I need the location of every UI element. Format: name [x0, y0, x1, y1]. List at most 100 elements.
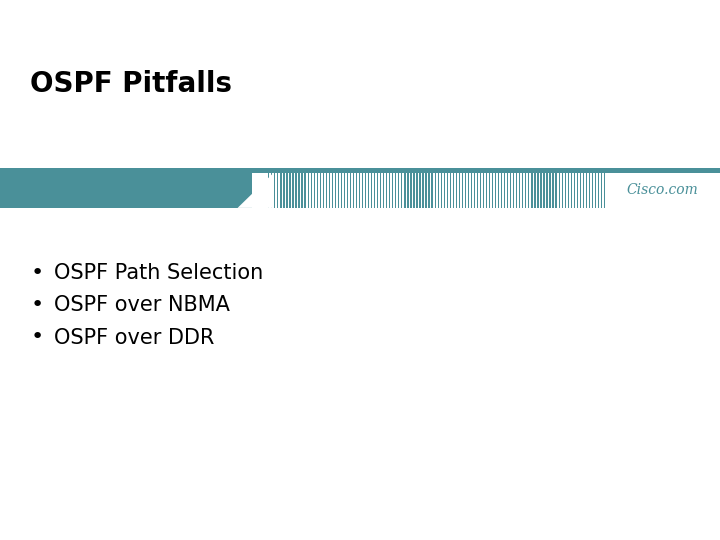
Bar [412, 173, 413, 208]
Bar [572, 173, 574, 208]
Bar [405, 173, 408, 208]
Bar [369, 173, 371, 208]
Bar [348, 173, 350, 208]
Text: OSPF Path Selection: OSPF Path Selection [54, 262, 264, 283]
Bar [460, 173, 462, 208]
Bar [397, 173, 398, 208]
Bar [384, 173, 386, 208]
Bar [438, 173, 441, 208]
Bar [466, 173, 468, 208]
Bar [279, 173, 280, 208]
Bar [578, 173, 580, 208]
Bar [484, 173, 486, 208]
Bar [330, 173, 332, 208]
Bar [566, 173, 567, 208]
Bar [581, 173, 582, 208]
Bar [536, 173, 537, 208]
Bar [324, 173, 325, 208]
Bar [433, 173, 434, 208]
Text: OSPF over NBMA: OSPF over NBMA [54, 295, 230, 315]
Bar [503, 173, 504, 208]
Bar [402, 173, 404, 208]
Bar [451, 173, 453, 208]
Bar [514, 173, 516, 208]
Bar [294, 173, 295, 208]
Bar [354, 173, 356, 208]
Bar [0, 173, 252, 208]
Bar [378, 173, 380, 208]
Bar [487, 173, 489, 208]
Bar [297, 173, 298, 208]
Bar [282, 173, 283, 208]
Bar [548, 173, 549, 208]
Bar [442, 173, 444, 208]
Bar [587, 173, 589, 208]
Bar [551, 173, 552, 208]
Text: •: • [30, 262, 43, 283]
Bar [408, 173, 410, 208]
Bar [605, 173, 720, 208]
Bar [529, 173, 531, 208]
Bar [266, 173, 605, 208]
Bar [375, 173, 377, 208]
Bar [554, 173, 555, 208]
Bar [272, 173, 274, 208]
Bar [541, 173, 544, 208]
Bar [360, 173, 362, 208]
Bar [382, 173, 383, 208]
Bar [523, 173, 525, 208]
Bar [423, 173, 426, 208]
Bar [372, 173, 374, 208]
Bar [508, 173, 510, 208]
Bar [526, 173, 528, 208]
Bar [518, 173, 519, 208]
Bar [393, 173, 395, 208]
Bar [539, 173, 540, 208]
Bar [599, 173, 600, 208]
Bar [312, 173, 313, 208]
Bar [300, 173, 302, 208]
Bar [584, 173, 585, 208]
Bar [336, 173, 338, 208]
Bar [0, 168, 720, 173]
Text: Cisco.com: Cisco.com [626, 184, 698, 197]
Bar [321, 173, 323, 208]
Bar [496, 173, 498, 208]
Bar [593, 173, 595, 208]
Bar [287, 173, 289, 208]
Bar [430, 173, 431, 208]
Bar [505, 173, 507, 208]
Bar [291, 173, 292, 208]
Bar [499, 173, 501, 208]
Bar [533, 173, 534, 208]
Bar [481, 173, 483, 208]
Bar [448, 173, 449, 208]
Text: •: • [30, 295, 43, 315]
Bar [269, 173, 271, 208]
Bar [557, 173, 559, 208]
Bar [472, 173, 474, 208]
Bar [436, 173, 438, 208]
Bar [457, 173, 459, 208]
Bar [342, 173, 343, 208]
Bar [569, 173, 570, 208]
Bar [575, 173, 577, 208]
Bar [400, 173, 401, 208]
Bar [302, 173, 305, 208]
Bar [276, 173, 277, 208]
Bar [463, 173, 464, 208]
Bar [284, 173, 287, 208]
Bar [544, 173, 546, 208]
Bar [327, 173, 328, 208]
Bar [559, 173, 562, 208]
Bar [475, 173, 477, 208]
Text: OSPF Pitfalls: OSPF Pitfalls [30, 70, 233, 98]
Bar [306, 173, 307, 208]
Bar [493, 173, 495, 208]
Bar [478, 173, 480, 208]
Bar [418, 173, 419, 208]
Bar [390, 173, 392, 208]
Bar [420, 173, 423, 208]
Bar [590, 173, 592, 208]
Bar [596, 173, 598, 208]
